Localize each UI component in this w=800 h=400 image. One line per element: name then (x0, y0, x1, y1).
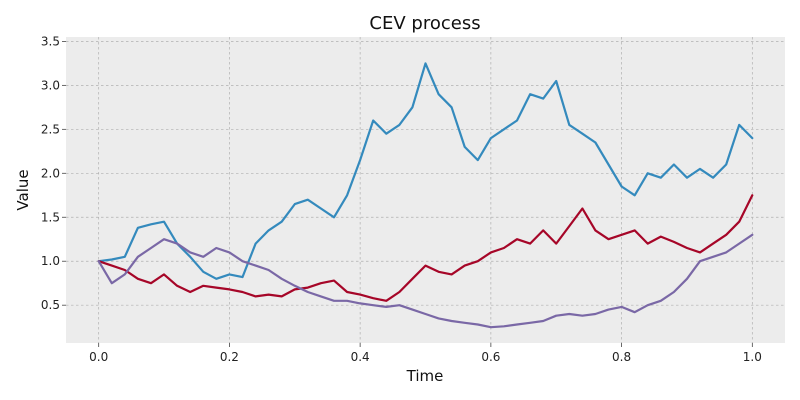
grid (66, 37, 785, 343)
x-tick-label: 0.2 (220, 350, 239, 364)
y-tick-label: 2.5 (41, 122, 60, 136)
x-tick-label: 1.0 (743, 350, 762, 364)
y-tick-label: 1.0 (41, 254, 60, 268)
y-axis-label: Value (14, 169, 32, 210)
series-lines (97, 62, 754, 329)
y-tick-label: 0.5 (41, 298, 60, 312)
series-line-1 (97, 62, 754, 280)
x-tick-label: 0.6 (481, 350, 500, 364)
x-tick-label: 0.8 (612, 350, 631, 364)
series-line-2 (97, 194, 754, 302)
x-tick-label: 0.0 (89, 350, 108, 364)
chart-title: CEV process (369, 13, 480, 34)
x-tick-label: 0.4 (351, 350, 370, 364)
y-tick-label: 3.5 (41, 34, 60, 48)
y-tick-label: 1.5 (41, 210, 60, 224)
x-axis-ticks: 0.0 0.2 0.4 0.6 0.8 1.0 (89, 343, 762, 364)
series-line-3 (97, 233, 754, 329)
y-axis-ticks: 0.5 1.0 1.5 2.0 2.5 3.0 3.5 (41, 34, 66, 312)
y-tick-label: 3.0 (41, 78, 60, 92)
plot-area (66, 37, 785, 343)
x-axis-label: Time (406, 367, 444, 385)
y-tick-label: 2.0 (41, 166, 60, 180)
